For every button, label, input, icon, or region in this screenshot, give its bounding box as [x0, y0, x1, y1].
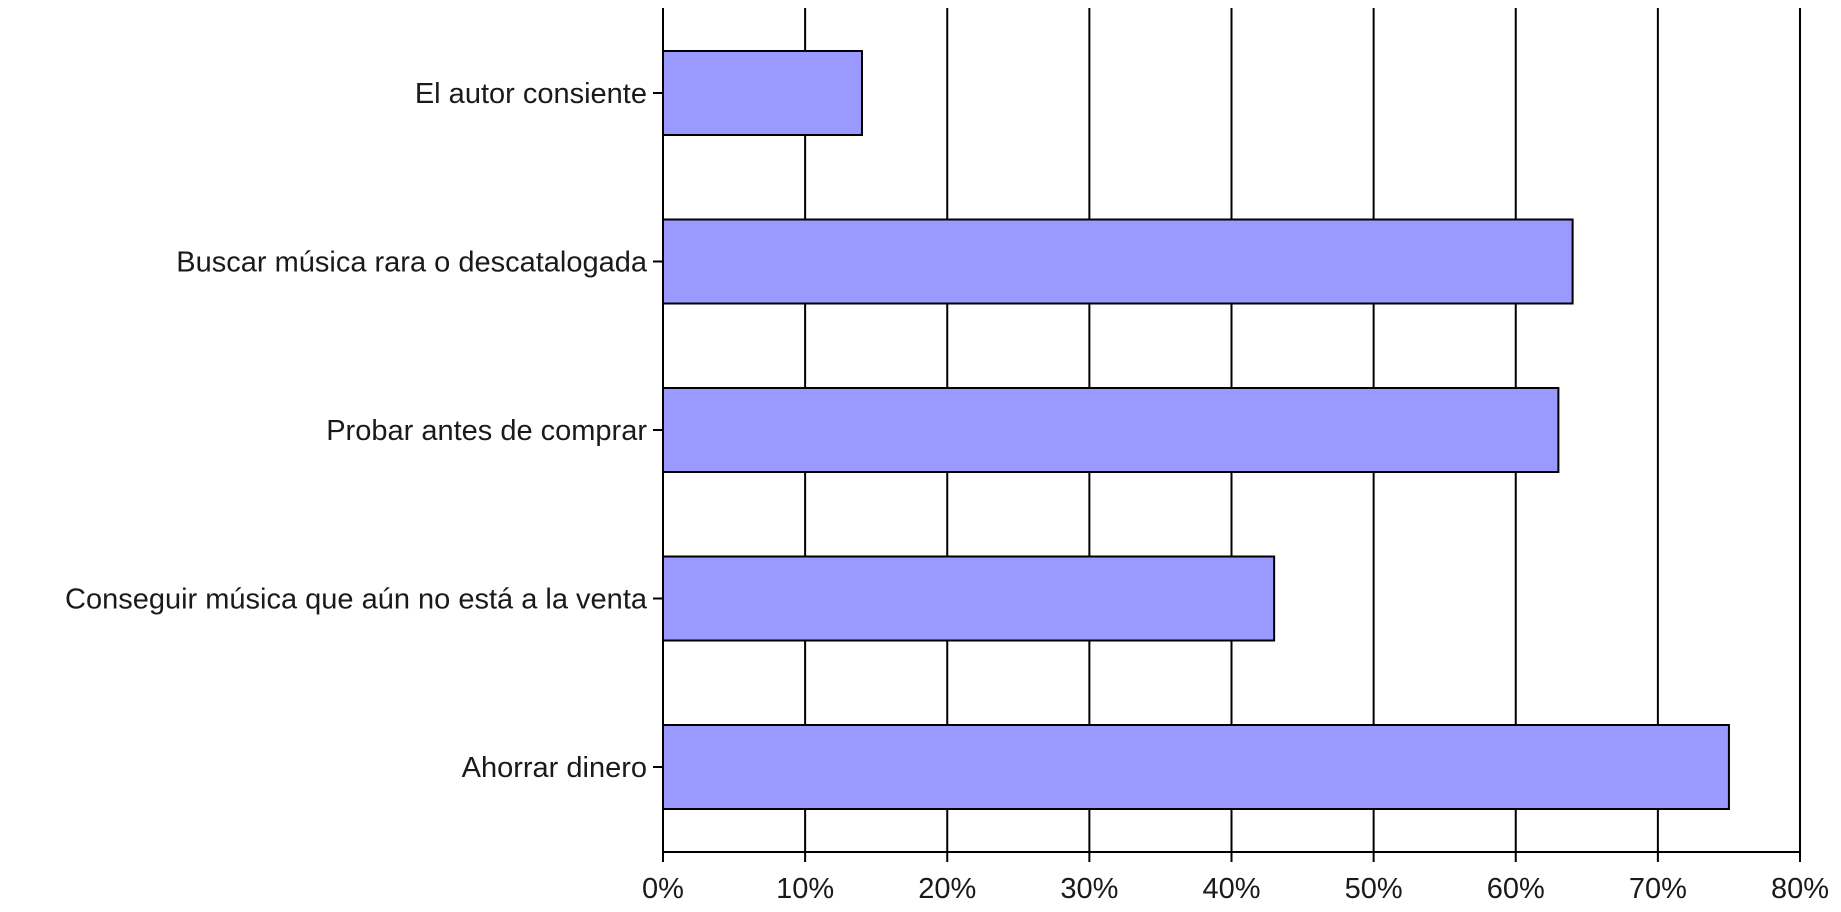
- category-labels: El autor consiente Buscar música rara o d…: [65, 78, 648, 784]
- x-tick-label: 30%: [1060, 873, 1118, 905]
- x-tick-label: 10%: [776, 873, 834, 905]
- x-tick-label: 40%: [1202, 873, 1260, 905]
- bar: [662, 387, 1560, 473]
- x-tick-label: 80%: [1771, 873, 1829, 905]
- bar: [662, 218, 1574, 305]
- x-tick-label: 50%: [1345, 873, 1403, 905]
- category-label: Buscar música rara o descatalogada: [176, 247, 648, 279]
- category-label: Ahorrar dinero: [462, 752, 647, 784]
- category-label: Conseguir música que aún no está a la ve…: [65, 584, 648, 616]
- x-tick-label: 0%: [642, 873, 684, 905]
- bars: [662, 50, 1730, 810]
- x-tick-label: 70%: [1629, 873, 1687, 905]
- x-tick-label: 60%: [1487, 873, 1545, 905]
- bar: [662, 50, 863, 136]
- category-label: El autor consiente: [415, 78, 647, 110]
- x-tick-label: 20%: [918, 873, 976, 905]
- tick-labels: 0% 10% 20% 30% 40% 50% 60% 70% 80%: [642, 873, 1829, 905]
- category-label: Probar antes de comprar: [326, 415, 647, 447]
- bar: [662, 555, 1276, 642]
- axes: [653, 8, 1801, 862]
- bar: [662, 724, 1730, 810]
